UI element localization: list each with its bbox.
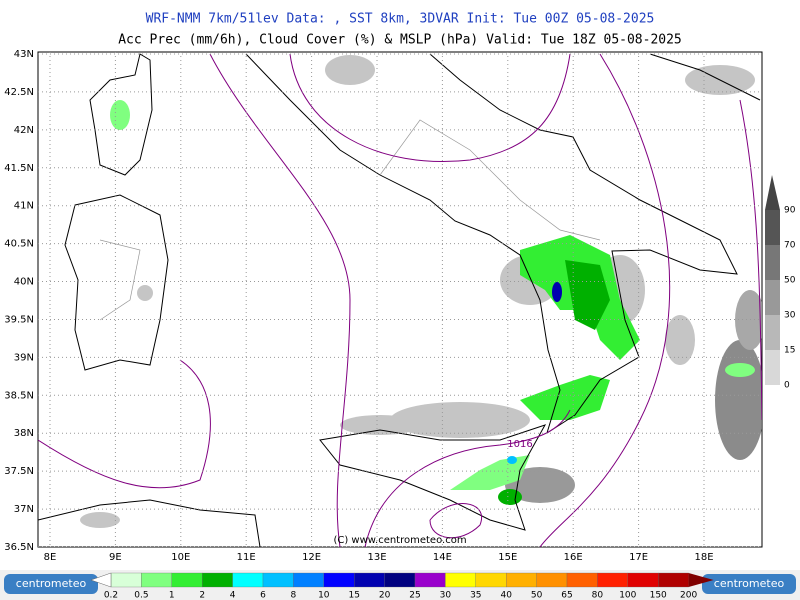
- map-area: 1016 (C) www.centrometeo.com: [37, 51, 763, 548]
- precip-label: 4: [230, 591, 236, 600]
- precip-label: 8: [291, 591, 297, 600]
- precip-swatch: [232, 572, 264, 588]
- cloud-label: 0: [784, 381, 790, 391]
- lat-label: 41N: [14, 201, 34, 212]
- subtitle-line: Acc Prec (mm/6h), Cloud Cover (%) & MSLP…: [118, 33, 682, 48]
- precip-swatch: [323, 572, 355, 588]
- precip-swatch: [110, 572, 142, 588]
- lat-label: 40N: [14, 277, 34, 288]
- logo-right: centrometeo: [714, 577, 785, 590]
- cloud-scale-top: [765, 175, 780, 210]
- cloud-label: 30: [784, 311, 796, 321]
- cloud-label: 15: [784, 346, 795, 356]
- precip-arrow: [688, 573, 714, 587]
- copyright: (C) www.centrometeo.com: [333, 535, 466, 546]
- precip-label: 25: [409, 591, 420, 600]
- cloud-swatch: [765, 350, 780, 385]
- precip-label: 0.2: [104, 591, 118, 600]
- logo-right-box: [702, 574, 796, 594]
- graticule: [38, 52, 762, 547]
- precip-swatch: [354, 572, 385, 588]
- precip-start: [90, 572, 112, 588]
- lat-label: 43N: [14, 49, 34, 60]
- lat-label: 38.5N: [4, 390, 34, 401]
- lat-label: 36.5N: [4, 542, 34, 553]
- precip-label: 40: [500, 591, 512, 600]
- map-content: [38, 52, 762, 547]
- precip-swatch: [262, 572, 294, 588]
- precip-label: 50: [531, 591, 543, 600]
- cloud-cover: [80, 55, 762, 528]
- lon-label: 14E: [433, 552, 452, 563]
- lat-label: 42.5N: [4, 87, 34, 98]
- precip-swatch: [384, 572, 416, 588]
- lat-label: 41.5N: [4, 163, 34, 174]
- precip-swatch: [627, 572, 659, 588]
- lon-label: 8E: [44, 552, 57, 563]
- isobar-label: 1016: [507, 439, 532, 450]
- precip-label: 2: [199, 591, 205, 600]
- precip-swatch: [536, 572, 568, 588]
- cloud-label: 70: [784, 241, 796, 251]
- precip-swatch: [658, 572, 689, 588]
- cloud-scale: 90 70 50 30 15 0: [765, 175, 796, 391]
- precip-scale: 0.2 0.5 1 2 4 6 8 10 15 20 25 30 35 40 50 65 80 100 150 200: [90, 572, 714, 600]
- lon-label: 11E: [237, 552, 256, 563]
- precip-label: 6: [260, 591, 266, 600]
- lon-label: 17E: [629, 552, 648, 563]
- logo-left-box: [4, 574, 98, 594]
- precip-swatch: [414, 572, 446, 588]
- precip-label: 1: [169, 591, 175, 600]
- cloud-swatch: [765, 210, 780, 245]
- precip-label: 200: [680, 591, 697, 600]
- lat-label: 39N: [14, 352, 34, 363]
- lon-label: 16E: [564, 552, 583, 563]
- precip-label: 10: [318, 591, 330, 600]
- precip-label: 80: [592, 591, 604, 600]
- precip-label: 100: [619, 591, 636, 600]
- borders: [99, 119, 601, 321]
- precip-swatch: [597, 572, 628, 588]
- precip-label: 35: [470, 591, 481, 600]
- precip-label: 20: [379, 591, 391, 600]
- precip-label: 0.5: [134, 591, 148, 600]
- cloud-label: 50: [784, 276, 796, 286]
- cloud-swatch: [765, 245, 780, 280]
- precip-swatch: [202, 572, 233, 588]
- lon-label: 18E: [694, 552, 713, 563]
- title-line: WRF-NMM 7km/51lev Data: , SST 8km, 3DVAR…: [146, 12, 655, 27]
- lat-label: 42N: [14, 125, 34, 136]
- lon-label: 13E: [367, 552, 386, 563]
- precip-swatch: [506, 572, 537, 588]
- precip-swatch: [171, 572, 203, 588]
- precip-label: 15: [348, 591, 359, 600]
- lon-label: 15E: [498, 552, 517, 563]
- precip-swatch: [566, 572, 598, 588]
- precip-swatch: [141, 572, 172, 588]
- precip-label: 150: [650, 591, 667, 600]
- cloud-swatch: [765, 315, 780, 350]
- precip-label: 65: [561, 591, 572, 600]
- cloud-swatch: [765, 280, 780, 315]
- lat-label: 39.5N: [4, 314, 34, 325]
- lon-label: 10E: [171, 552, 190, 563]
- lat-label: 37.5N: [4, 466, 34, 477]
- lat-label: 37N: [14, 504, 34, 515]
- cloud-label: 90: [784, 206, 796, 216]
- precip-swatch: [445, 572, 476, 588]
- precip-swatch: [293, 572, 324, 588]
- lat-label: 40.5N: [4, 239, 34, 250]
- precip-swatch: [475, 572, 507, 588]
- logo-left: centrometeo: [16, 577, 87, 590]
- lat-label: 38N: [14, 428, 34, 439]
- precipitation: [110, 100, 755, 505]
- precip-label: 30: [440, 591, 452, 600]
- lon-label: 12E: [302, 552, 321, 563]
- lon-label: 9E: [109, 552, 122, 563]
- axis-labels: 43N 42.5N 42N 41.5N 41N 40.5N 40N 39.5N 39N 38.5N…: [4, 49, 713, 563]
